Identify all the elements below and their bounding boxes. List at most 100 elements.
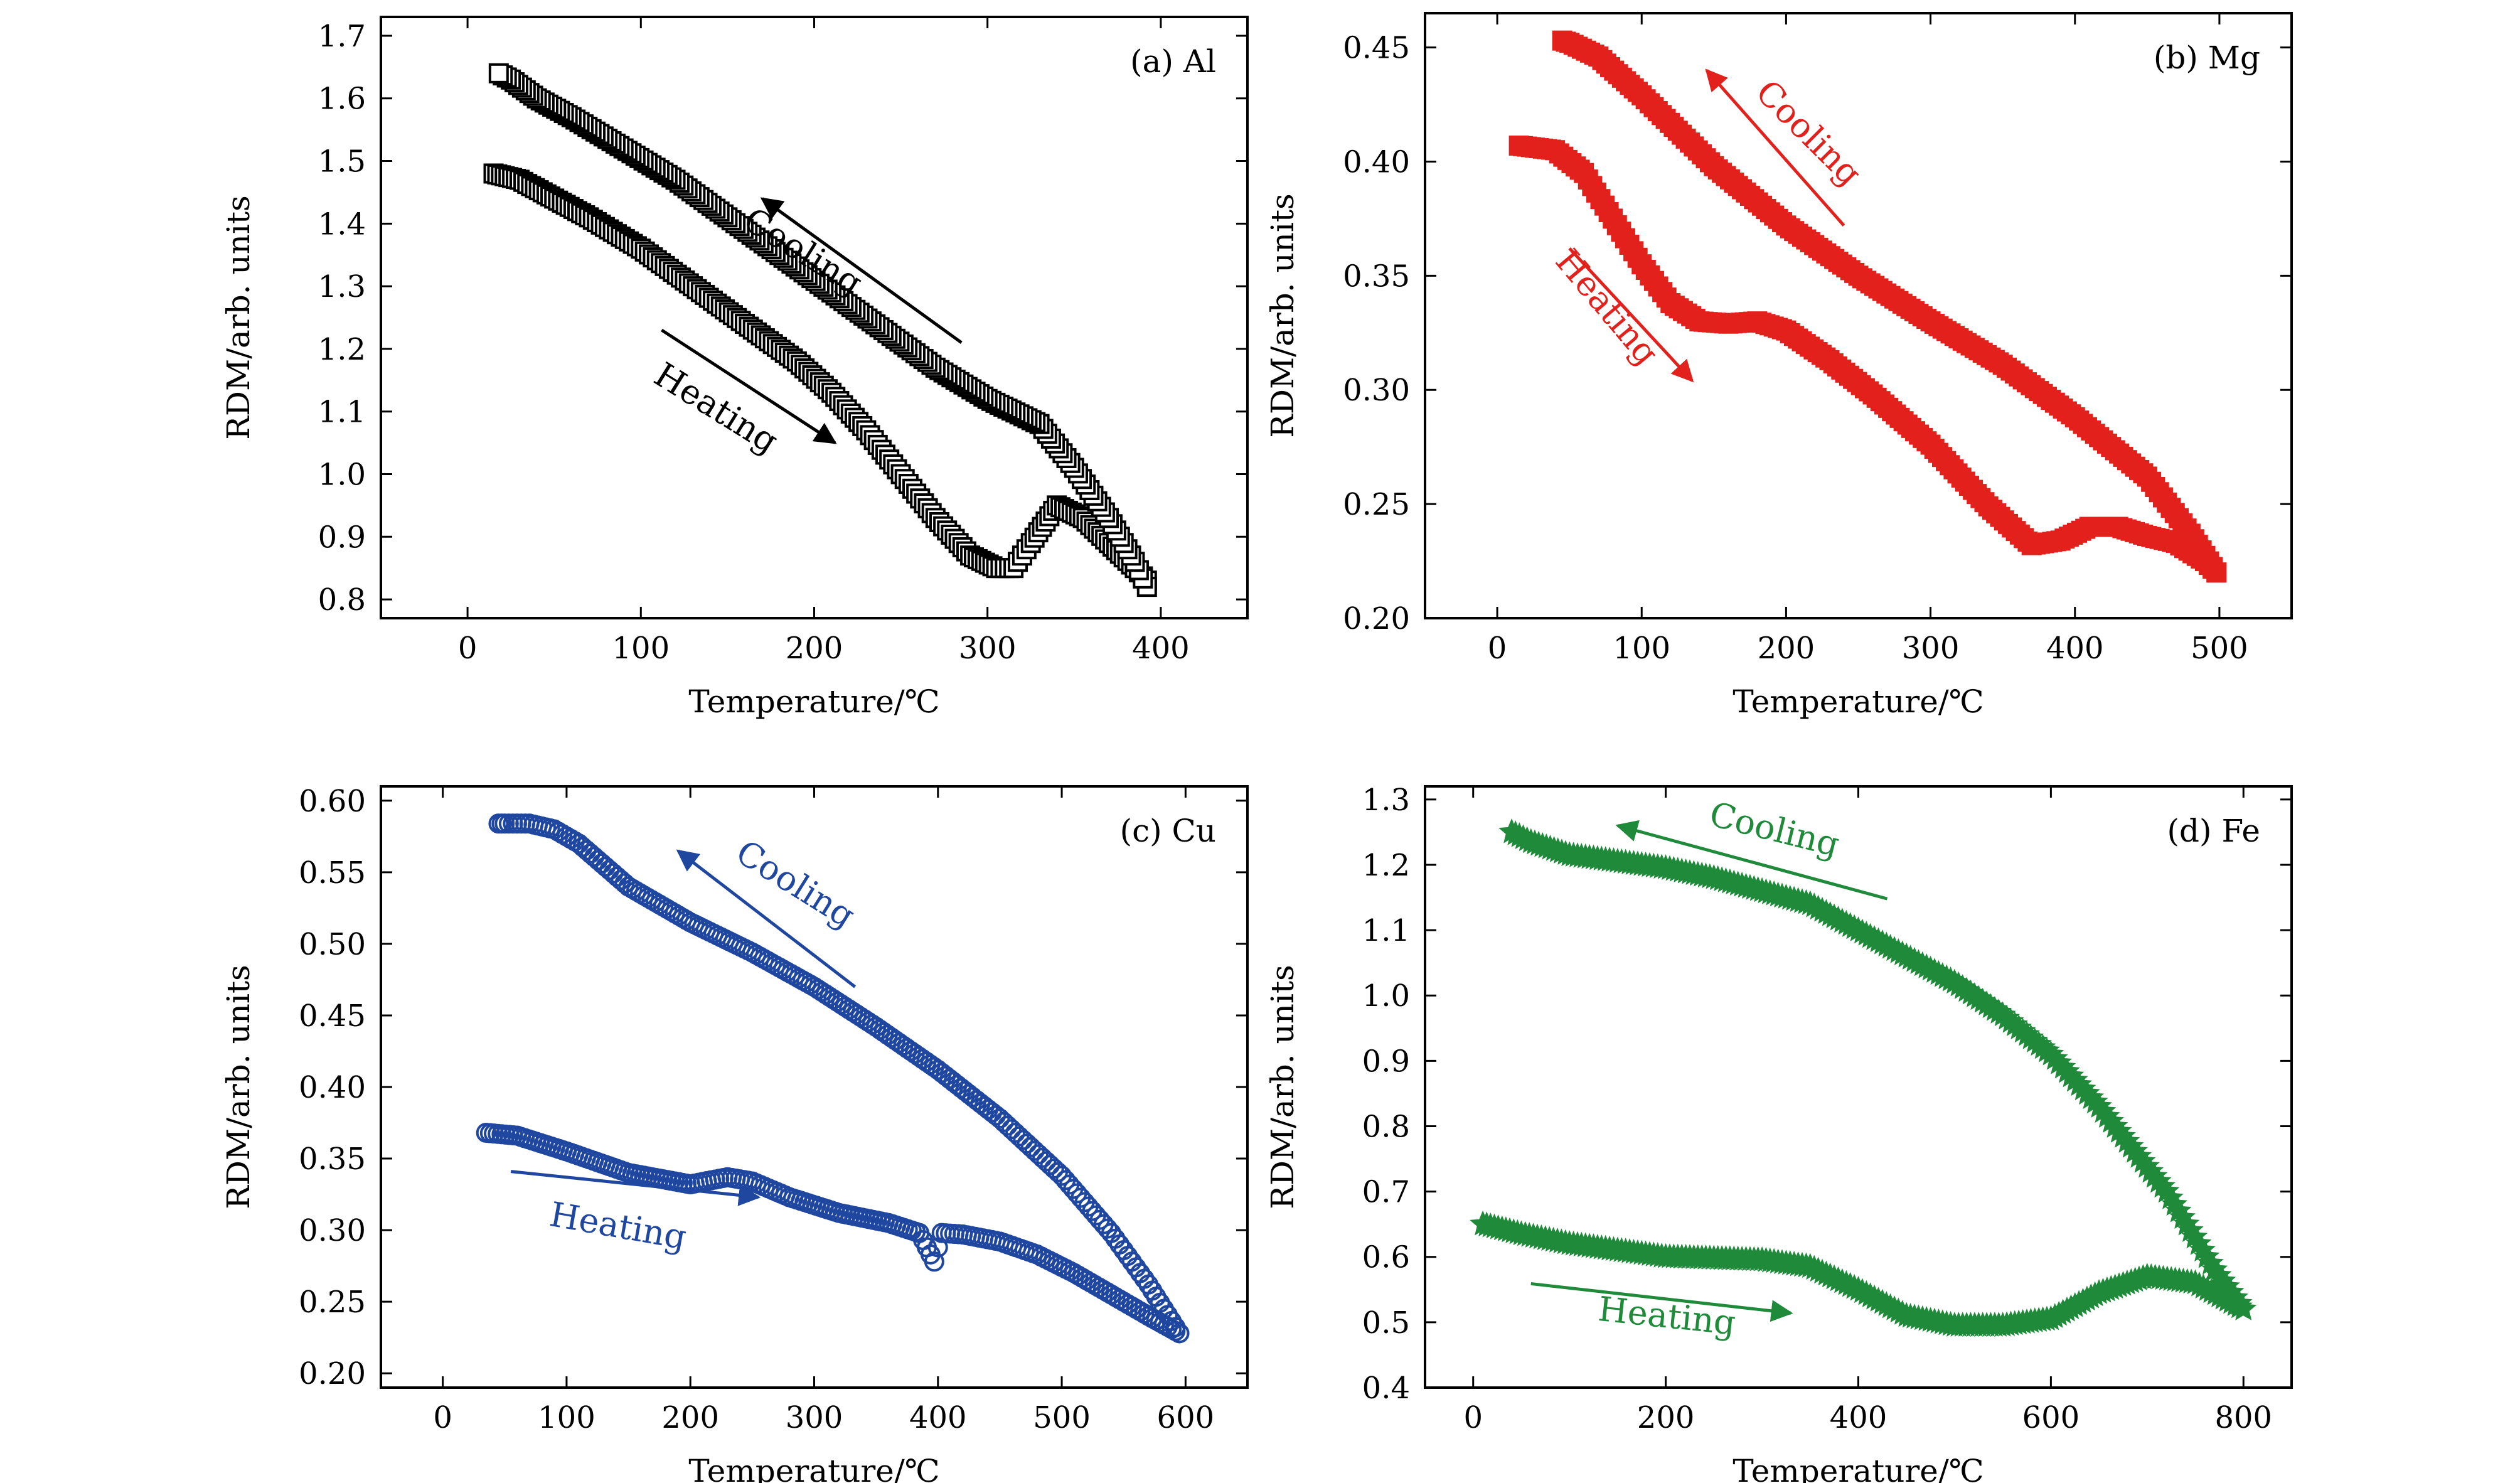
x-tick-label: 600	[2022, 1400, 2080, 1435]
direction-arrow	[1530, 1282, 1793, 1322]
series-heating	[1508, 135, 2227, 583]
x-tick-label: 100	[612, 631, 670, 666]
y-tick-label: 1.1	[318, 395, 366, 430]
y-tick-label: 0.8	[1362, 1109, 1410, 1144]
panel-label: (d) Fe	[2167, 813, 2260, 849]
y-tick-label: 0.60	[299, 784, 366, 819]
y-tick-label: 0.45	[1343, 31, 1410, 66]
x-tick-label: 300	[959, 631, 1017, 666]
annotation-heating: Heating	[648, 355, 786, 461]
data-point	[924, 1251, 944, 1272]
y-tick-label: 1.7	[318, 19, 366, 54]
panel-2: 0 100 200 300 400 500 0.20 0.25 0.30 0.35 0.40 0.45…	[1264, 12, 2293, 720]
direction-arrow	[1705, 68, 1845, 227]
panel-label: (c) Cu	[1120, 813, 1216, 849]
x-tick-label: 400	[1830, 1400, 1887, 1435]
data-point	[488, 813, 509, 834]
panel-3: 0 100 200 300 400 500 600 0.20 0.25 0.30 0.35 0.40 0…	[220, 784, 1249, 1483]
y-tick-label: 0.8	[318, 582, 366, 618]
x-axis-title: Temperature/℃	[688, 1453, 939, 1483]
x-tick-label: 300	[786, 1400, 843, 1435]
y-tick-label: 0.30	[1343, 373, 1410, 408]
series-heating	[1470, 1210, 2257, 1337]
x-tick-label: 300	[1902, 631, 1960, 666]
direction-arrow	[661, 328, 837, 444]
annotation-cooling: Cooling	[729, 832, 862, 936]
x-axis-title: Temperature/℃	[1732, 1453, 1983, 1483]
panel-1: 0 100 200 300 400 0.8 0.9 1.0 1.1 1.2 1.3 1.4 1.5 1.6…	[220, 16, 1249, 720]
annotation-heating: Heating	[547, 1194, 689, 1257]
panel-label: (a) Al	[1130, 43, 1216, 80]
y-tick-label: 1.1	[1362, 913, 1410, 948]
y-tick-label: 1.6	[318, 82, 366, 117]
y-axis-title: RDM/arb. units	[220, 965, 257, 1209]
data-point	[488, 63, 509, 83]
y-tick-label: 0.55	[299, 855, 366, 891]
y-axis-title: RDM/arb. units	[1264, 193, 1301, 437]
y-axis-title: RDM/arb. units	[1264, 965, 1301, 1209]
x-tick-label: 200	[1758, 631, 1815, 666]
panel-4: 0 200 400 600 800 0.4 0.5 0.6 0.7 0.8 0.9 1.0 1.1 1.2…	[1264, 783, 2293, 1483]
x-tick-label: 400	[2046, 631, 2104, 666]
y-tick-label: 1.2	[1362, 848, 1410, 883]
y-tick-label: 0.5	[1362, 1305, 1410, 1341]
x-tick-label: 200	[786, 631, 843, 666]
data-point	[1552, 30, 1572, 51]
y-tick-label: 0.50	[299, 927, 366, 962]
plot-frame	[1424, 12, 2293, 619]
direction-arrow	[760, 197, 963, 344]
y-tick-label: 1.2	[318, 332, 366, 367]
y-tick-label: 0.35	[299, 1142, 366, 1177]
series-heating	[483, 163, 1157, 591]
annotation-heating: Heating	[1596, 1289, 1738, 1343]
annotation-cooling: Cooling	[1748, 72, 1869, 193]
direction-arrow	[510, 1170, 761, 1206]
y-tick-label: 0.45	[299, 998, 366, 1034]
x-tick-label: 0	[458, 631, 478, 666]
x-axis-title: Temperature/℃	[688, 683, 939, 720]
y-axis-title: RDM/arb. units	[220, 195, 257, 439]
x-tick-label: 800	[2214, 1400, 2272, 1435]
series-cooling	[488, 813, 1190, 1344]
direction-arrow	[676, 849, 857, 988]
y-tick-label: 0.20	[1343, 601, 1410, 636]
y-tick-label: 1.4	[318, 206, 366, 242]
x-tick-label: 500	[1033, 1400, 1091, 1435]
y-tick-label: 1.3	[318, 269, 366, 304]
x-tick-label: 400	[909, 1400, 967, 1435]
y-tick-label: 0.25	[299, 1285, 366, 1320]
y-tick-label: 0.6	[1362, 1240, 1410, 1275]
y-tick-label: 0.30	[299, 1213, 366, 1248]
series-heating	[476, 1122, 1190, 1344]
direction-arrow	[1568, 247, 1694, 383]
y-tick-label: 0.25	[1343, 487, 1410, 522]
data-point	[1498, 818, 1525, 843]
x-tick-label: 500	[2191, 631, 2248, 666]
x-tick-label: 200	[1637, 1400, 1695, 1435]
x-tick-label: 200	[661, 1400, 719, 1435]
x-tick-label: 400	[1132, 631, 1190, 666]
y-tick-label: 1.0	[1362, 978, 1410, 1014]
series-cooling	[1552, 30, 2227, 583]
x-tick-label: 0	[1488, 631, 1507, 666]
y-tick-label: 1.3	[1362, 783, 1410, 818]
x-tick-label: 100	[538, 1400, 595, 1435]
panel-label: (b) Mg	[2154, 40, 2260, 76]
y-tick-label: 1.0	[318, 457, 366, 492]
y-tick-label: 0.40	[299, 1070, 366, 1105]
x-tick-label: 0	[1463, 1400, 1483, 1435]
series-cooling	[488, 63, 1157, 597]
y-tick-label: 0.40	[1343, 144, 1410, 179]
series-cooling	[1498, 818, 2257, 1320]
y-tick-label: 1.5	[318, 144, 366, 179]
y-tick-label: 0.4	[1362, 1371, 1410, 1406]
y-tick-label: 0.35	[1343, 259, 1410, 294]
x-tick-label: 0	[433, 1400, 452, 1435]
y-tick-label: 0.9	[1362, 1044, 1410, 1079]
x-axis-title: Temperature/℃	[1732, 683, 1983, 720]
x-tick-label: 600	[1157, 1400, 1215, 1435]
x-tick-label: 100	[1613, 631, 1670, 666]
y-tick-label: 0.9	[318, 520, 366, 555]
y-tick-label: 0.20	[299, 1356, 366, 1391]
